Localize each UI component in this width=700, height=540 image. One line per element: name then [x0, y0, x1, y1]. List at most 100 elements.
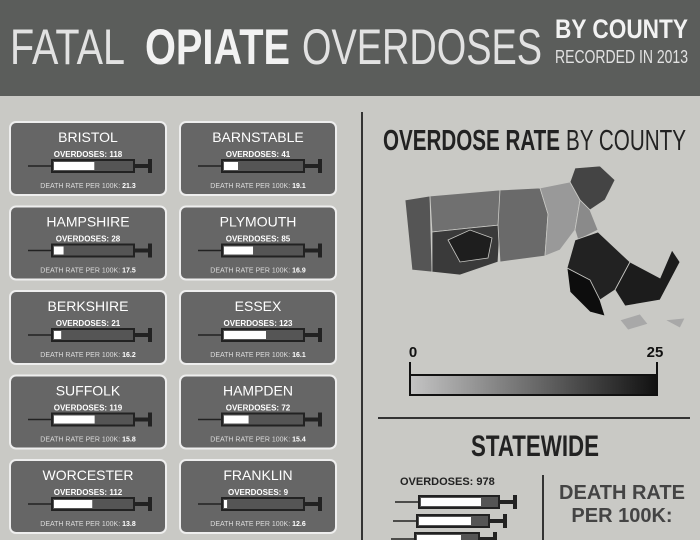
- overdoses-text: OVERDOSES: 123: [224, 319, 293, 328]
- value: 28: [111, 235, 120, 244]
- county-card: SUFFOLK OVERDOSES: 119 DEATH RATE PER 100K…: [9, 374, 167, 450]
- label: DEATH RATE PER 100K:: [210, 268, 290, 275]
- value: 13.8: [122, 521, 136, 528]
- title: OVERDOSES: [302, 19, 542, 75]
- overdoses-text: OVERDOSES: 112: [54, 488, 123, 497]
- county-name: HAMPDEN: [223, 383, 293, 399]
- label: OVERDOSES:: [226, 150, 279, 159]
- value: 9: [284, 488, 289, 497]
- plunger-cap: [148, 412, 152, 427]
- value: 119: [109, 404, 122, 413]
- county-card: BERKSHIRE OVERDOSES: 21 DEATH RATE PER 100…: [9, 290, 167, 365]
- syringe-fill: [417, 535, 461, 540]
- value: 19.1: [292, 183, 306, 190]
- syringe-fill: [224, 162, 238, 170]
- map-title: OVERDOSE RATE: [383, 125, 560, 157]
- county-name: PLYMOUTH: [220, 214, 297, 230]
- value: 112: [109, 488, 122, 497]
- card-bg: [9, 290, 167, 365]
- county-name: BARNSTABLE: [212, 129, 304, 145]
- county-card: WORCESTER OVERDOSES: 112 DEATH RATE PER 10…: [9, 459, 167, 534]
- label: OVERDOSES:: [224, 319, 277, 328]
- county-name: WORCESTER: [43, 467, 134, 483]
- plunger-cap: [148, 243, 152, 258]
- label: OVERDOSES:: [228, 488, 281, 497]
- plunger-cap: [513, 495, 517, 509]
- value: 21: [111, 319, 120, 328]
- county-name: HAMPSHIRE: [46, 214, 129, 230]
- label: OVERDOSES:: [56, 235, 109, 244]
- county-card: FRANKLIN OVERDOSES: 9 DEATH RATE PER 100K:…: [179, 459, 337, 534]
- plunger: [304, 502, 318, 506]
- syringe-fill: [54, 246, 64, 255]
- plunger: [134, 248, 148, 253]
- barrel: [51, 328, 135, 342]
- subtitle: BY COUNTY: [555, 14, 688, 44]
- label: DEATH RATE PER 100K:: [210, 183, 290, 190]
- overdoses-text: OVERDOSES: 41: [226, 150, 291, 159]
- county-name: BRISTOL: [58, 129, 118, 145]
- legend-label: 0: [409, 344, 417, 361]
- plunger-cap: [148, 159, 152, 173]
- label: OVERDOSES:: [226, 404, 279, 413]
- death-rate-text: DEATH RATE PER 100K: 19.1: [210, 183, 306, 190]
- card-bg: [9, 374, 167, 450]
- label: OVERDOSES:: [226, 235, 279, 244]
- death-rate-text: DEATH RATE PER 100K: 16.9: [210, 268, 306, 275]
- title: FATAL: [10, 19, 125, 75]
- death-rate-text: DEATH RATE PER 100K: 12.6: [210, 521, 306, 528]
- label: OVERDOSES:: [56, 319, 109, 328]
- death-rate-text: DEATH RATE PER 100K: 16.1: [210, 352, 306, 359]
- label: OVERDOSES:: [54, 150, 107, 159]
- death-rate-text: DEATH RATE PER 100K: 21.3: [40, 183, 136, 190]
- label: DEATH RATE PER 100K:: [210, 521, 290, 528]
- statewide-label: OVERDOSES: 978: [400, 476, 495, 488]
- plunger-cap: [318, 159, 322, 173]
- syringe-fill: [224, 415, 249, 424]
- plunger: [134, 164, 148, 168]
- overdoses-text: OVERDOSES: 9: [228, 488, 289, 497]
- value: 72: [281, 404, 290, 413]
- county-card: BRISTOL OVERDOSES: 118 DEATH RATE PER 100K…: [9, 121, 167, 196]
- value: 12.6: [292, 521, 306, 528]
- plunger-cap: [318, 497, 322, 511]
- statewide-rate-label: PER 100K:: [571, 505, 672, 527]
- map: [404, 165, 686, 331]
- syringe-fill: [224, 500, 228, 508]
- value: 16.9: [292, 268, 306, 275]
- value: 16.1: [292, 352, 306, 359]
- subtitle: RECORDED IN 2013: [555, 47, 688, 67]
- plunger-cap: [148, 328, 152, 342]
- card-bg: [179, 374, 337, 450]
- label: OVERDOSES:: [54, 488, 107, 497]
- value: 123: [279, 319, 293, 328]
- plunger: [499, 500, 513, 504]
- card-bg: [9, 121, 167, 196]
- county-card: PLYMOUTH OVERDOSES: 85 DEATH RATE PER 100K…: [179, 205, 337, 281]
- syringe-fill: [54, 331, 62, 339]
- barrel: [51, 243, 135, 258]
- statewide-syringes: [391, 495, 517, 540]
- overdoses-text: OVERDOSES: 85: [226, 235, 291, 244]
- death-rate-text: DEATH RATE PER 100K: 15.8: [40, 437, 136, 444]
- syringe-fill: [224, 331, 266, 339]
- map-title: BY COUNTY: [566, 125, 686, 157]
- barrel: [221, 497, 305, 511]
- card-bg: [9, 205, 167, 281]
- plunger: [304, 333, 318, 337]
- plunger-cap: [318, 412, 322, 427]
- label: OVERDOSES:: [400, 476, 473, 488]
- plunger: [134, 502, 148, 506]
- card-bg: [179, 290, 337, 365]
- syringe-fill: [419, 517, 471, 525]
- label: DEATH RATE PER 100K:: [210, 437, 290, 444]
- death-rate-text: DEATH RATE PER 100K: 13.8: [40, 521, 136, 528]
- syringe-fill: [54, 162, 95, 170]
- county-name: ESSEX: [235, 298, 282, 314]
- plunger: [304, 417, 318, 422]
- syringe: [391, 532, 497, 540]
- value: 85: [281, 235, 290, 244]
- plunger: [479, 537, 493, 540]
- county-card: HAMPSHIRE OVERDOSES: 28 DEATH RATE PER 100…: [9, 205, 167, 281]
- plunger: [304, 164, 318, 168]
